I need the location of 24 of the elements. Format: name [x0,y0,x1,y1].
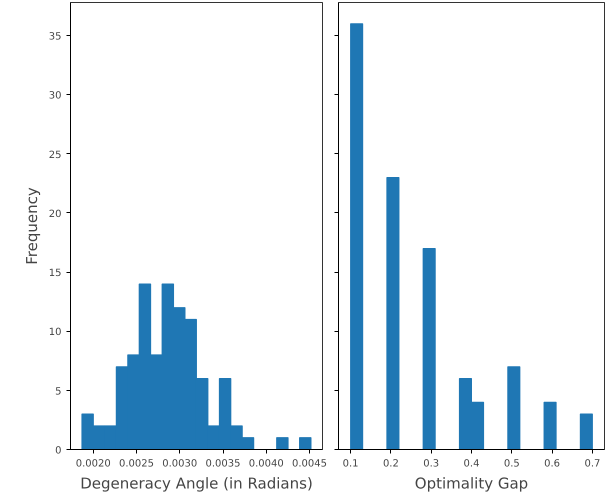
y-tick-label: 20 [48,208,62,220]
x-tick-label: 0.3 [423,458,440,470]
y-tick-label: 0 [55,446,62,456]
x-tick-label: 0.0035 [206,458,241,470]
x-tick-label: 0.2 [382,458,399,470]
y-tick-label: 15 [48,268,62,280]
y-tick-label: 10 [48,327,62,338]
x-tick-label: 0.5 [504,458,520,470]
x-tick-label: 0.0040 [248,458,284,470]
y-tick-label: 25 [48,150,62,161]
x-axis-title: Optimality Gap [414,474,528,492]
x-tick-label: 0.0045 [292,458,328,470]
y-tick-label: 30 [48,90,62,102]
y-axis-title: Frequency [22,187,41,265]
x-tick-label: 0.0025 [119,458,154,470]
y-tick-label: 5 [55,386,62,398]
y-tick-label: 35 [48,32,62,43]
x-tick-label: 0.0020 [76,458,111,470]
x-axis-title: Degeneracy Angle (in Radians) [80,474,313,492]
x-tick-label: 0.1 [342,458,359,470]
x-tick-label: 0.7 [584,458,600,470]
x-tick-label: 0.4 [464,458,480,470]
x-tick-label: 0.6 [544,458,560,470]
x-tick-label: 0.0030 [162,458,198,470]
